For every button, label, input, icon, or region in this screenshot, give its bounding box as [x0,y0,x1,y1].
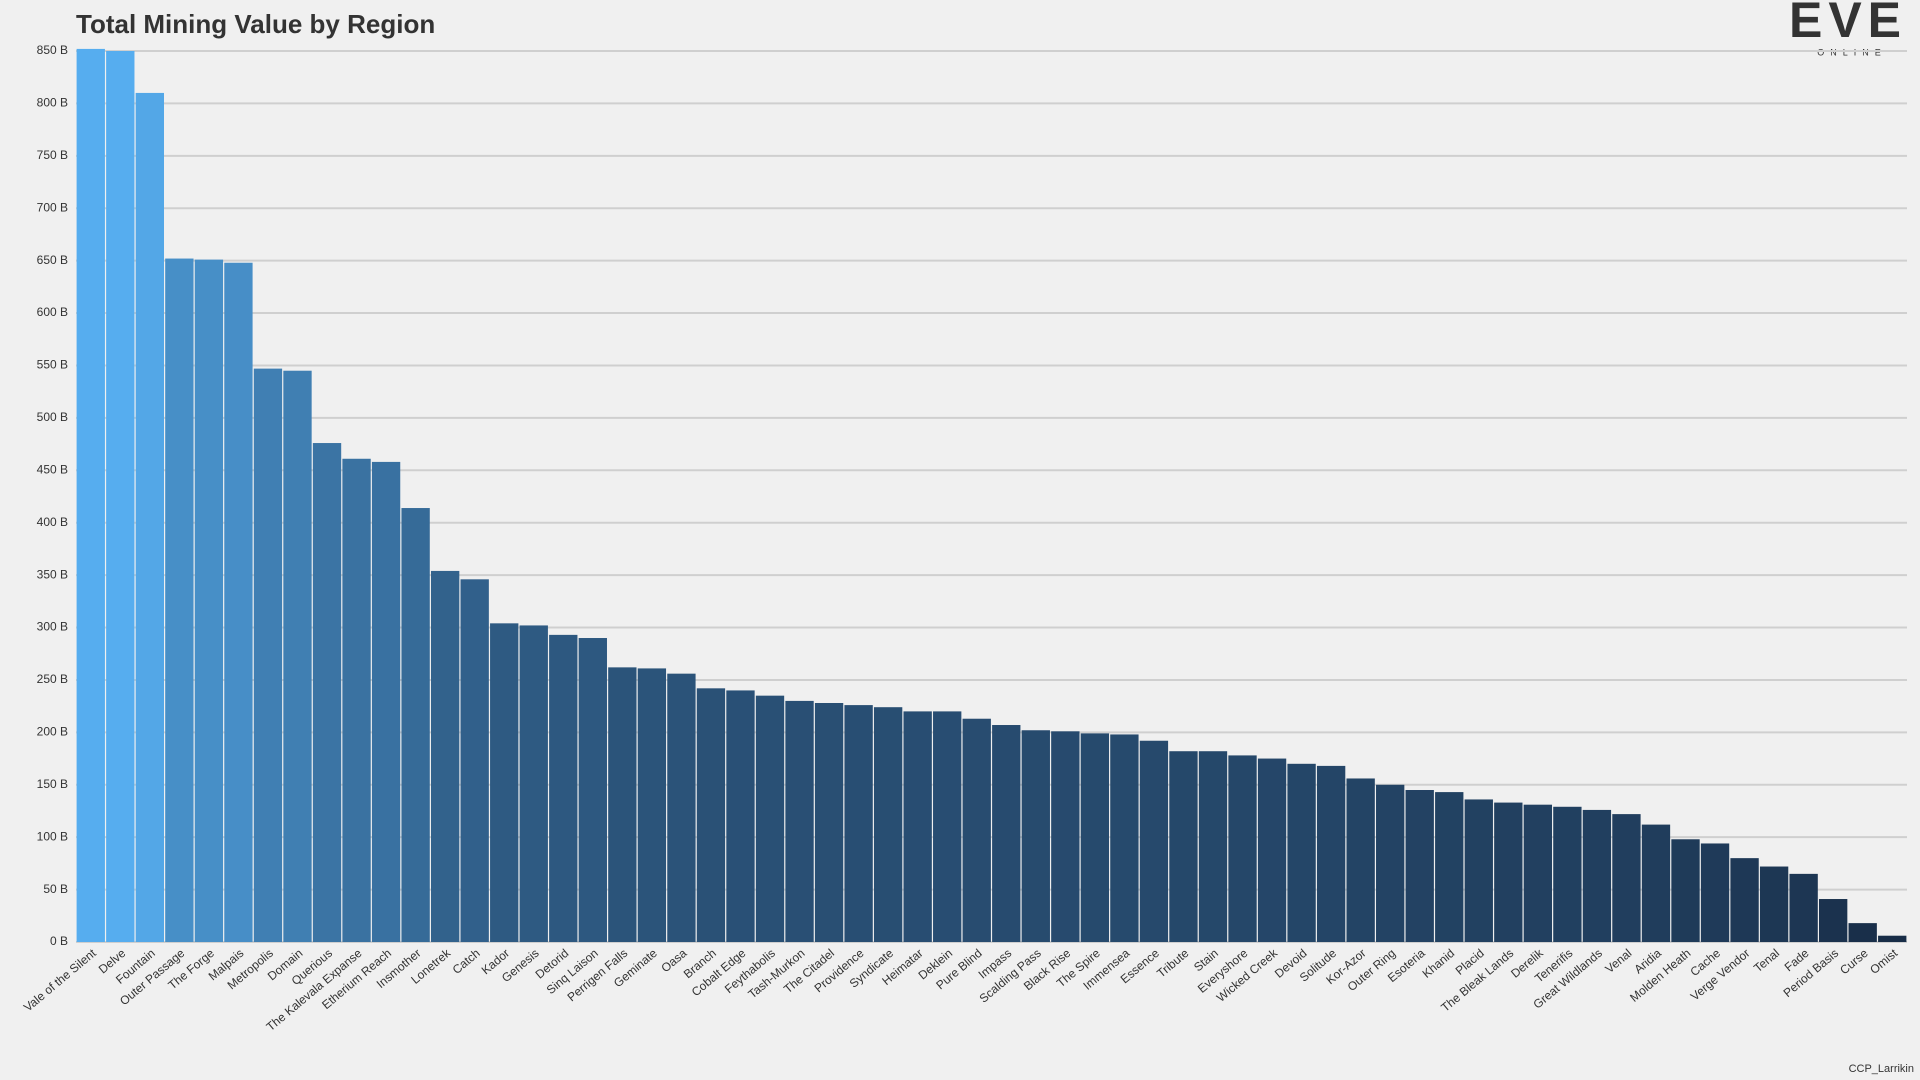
bar [1789,873,1818,942]
bar [519,625,548,942]
y-tick-label: 850 B [37,43,68,57]
bar [844,705,873,942]
bar [342,458,371,942]
bar [1169,751,1198,942]
bar [1435,792,1464,942]
y-tick-label: 800 B [37,96,68,110]
bar [992,725,1021,942]
bar [1553,806,1582,942]
bar [1641,824,1671,942]
bar [903,711,932,942]
bar [1080,733,1110,942]
y-tick-label: 650 B [37,253,68,267]
bar [253,368,283,942]
bar [312,443,342,942]
bar [135,92,164,942]
y-tick-label: 300 B [37,620,68,634]
bar [1730,858,1759,942]
y-tick-label: 50 B [43,882,68,896]
bar [371,461,401,942]
bar [667,673,696,942]
y-tick-label: 150 B [37,777,68,791]
bar [1198,751,1228,942]
bar [1848,923,1877,942]
bar [933,711,962,942]
bar [490,623,519,942]
bar [460,579,489,942]
bar [224,262,253,942]
bar [1316,765,1346,942]
bar [578,638,607,942]
bar [1346,778,1375,942]
bar [1405,790,1434,942]
y-tick-label: 700 B [37,200,68,214]
bar [1376,784,1405,942]
bar [1878,935,1907,942]
bar [549,634,578,942]
bar [1819,899,1848,942]
bar [401,508,430,942]
y-tick-label: 400 B [37,515,68,529]
chart-title: Total Mining Value by Region [76,9,435,39]
bar [430,570,460,942]
bar [814,703,844,942]
y-tick-label: 550 B [37,358,68,372]
bar [1051,731,1080,942]
bar [873,707,903,942]
bar [106,51,135,942]
bar [696,688,726,942]
bar [76,48,105,943]
bar [194,259,224,942]
bar [1523,804,1553,942]
y-tick-label: 600 B [37,305,68,319]
bar [165,258,194,942]
y-tick-label: 250 B [37,672,68,686]
bar [755,695,785,942]
bar [726,690,755,942]
bar [608,667,637,942]
bar [1494,802,1523,942]
bar [1257,758,1287,942]
bar [637,668,667,942]
y-tick-label: 450 B [37,462,68,476]
bar [1612,814,1641,942]
y-tick-label: 0 B [50,934,68,948]
watermark: EVE [1789,0,1907,48]
y-tick-label: 500 B [37,410,68,424]
bar [785,700,814,942]
y-tick-label: 350 B [37,567,68,581]
bar [1671,839,1700,942]
y-tick-label: 750 B [37,148,68,162]
bar [1582,809,1612,942]
bar [1021,730,1050,942]
bar [1228,755,1257,942]
bar [1110,734,1139,942]
bar [1139,740,1169,942]
y-tick-label: 200 B [37,725,68,739]
y-tick-label: 100 B [37,829,68,843]
bar [1759,866,1789,942]
bar [1464,799,1493,942]
bar [283,370,312,942]
bar [1700,843,1730,942]
bar [1287,763,1316,942]
bar [962,718,991,942]
watermark-sub: ONLINE [1817,47,1887,57]
credit: CCP_Larrikin [1849,1063,1914,1075]
